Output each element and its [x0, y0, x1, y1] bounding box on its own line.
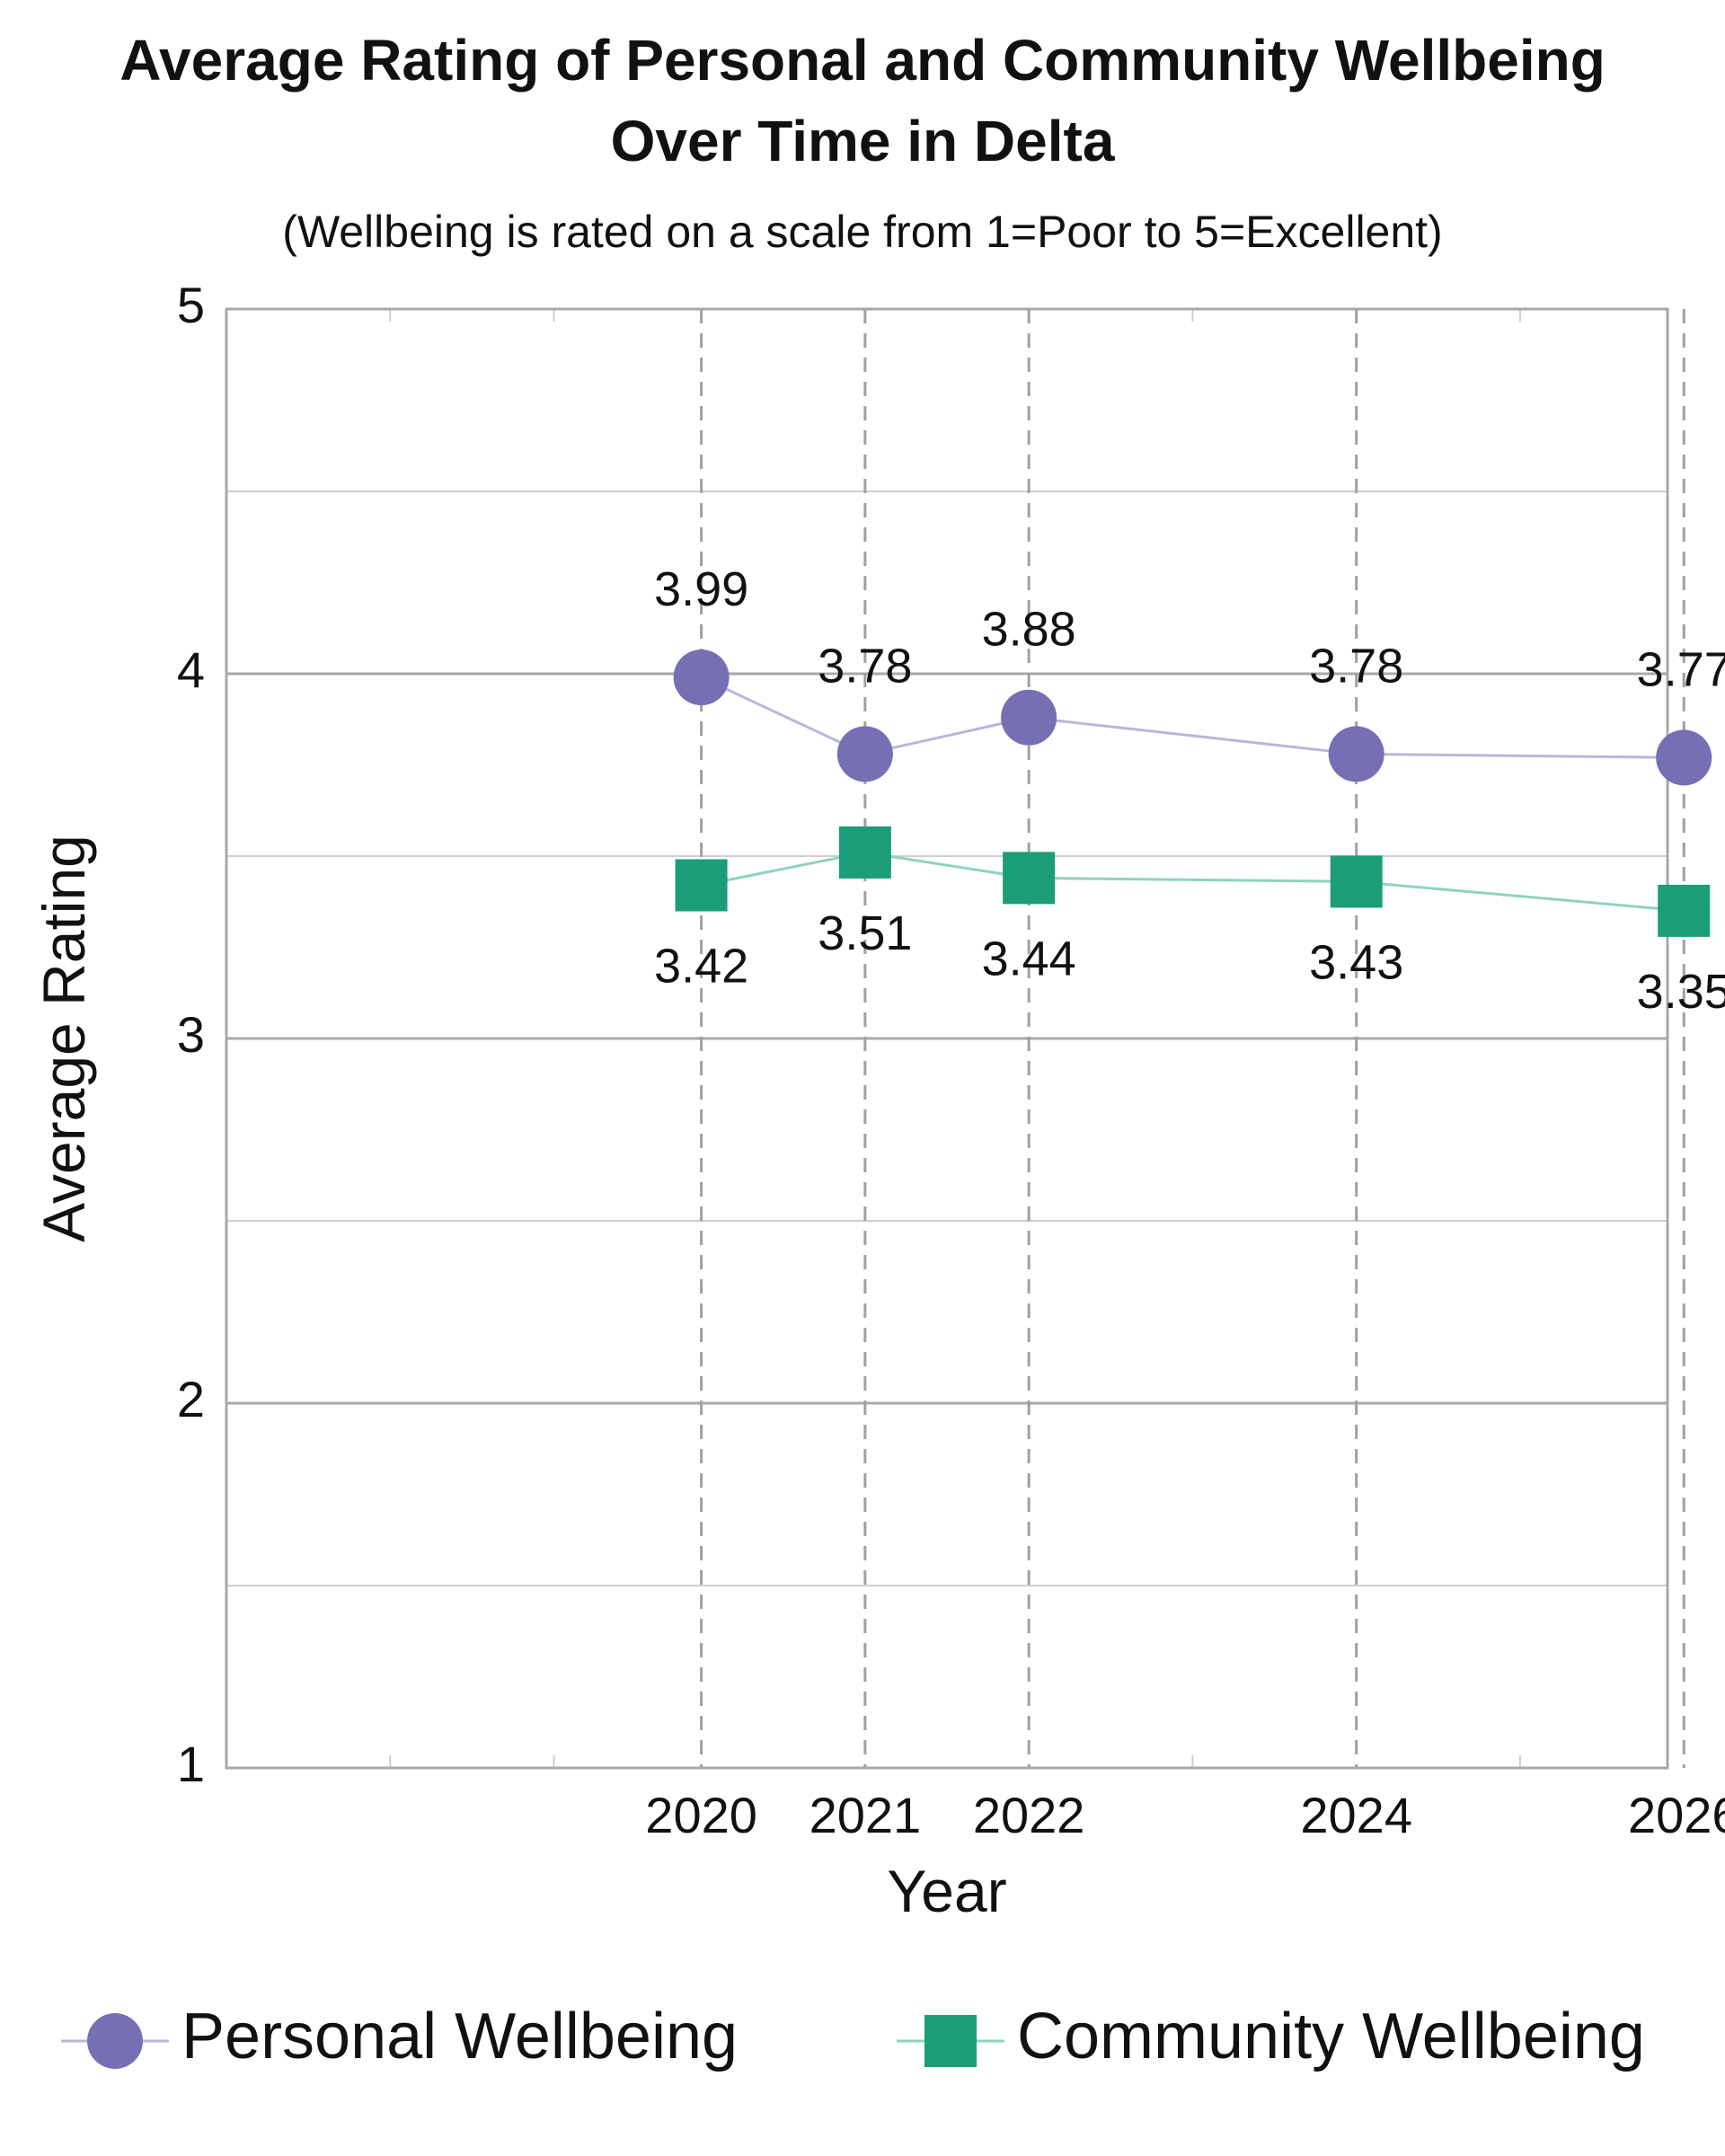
legend-label: Community Wellbeing: [1017, 2001, 1645, 2072]
series-community-wellbeing: 3.42 3.51 3.44 3.43 3.35: [654, 826, 1725, 1019]
x-axis-ticks: 2020 2021 2022 2024 2026: [645, 1787, 1725, 1843]
x-axis-title: Year: [887, 1858, 1006, 1924]
y-tick-label: 4: [177, 641, 205, 698]
data-label: 3.77: [1637, 642, 1725, 696]
chart-title: Average Rating of Personal and Community…: [0, 20, 1725, 181]
legend-item-personal-wellbeing: Personal Wellbeing: [61, 2001, 738, 2072]
data-label: 3.78: [1309, 639, 1403, 693]
data-label: 3.43: [1309, 935, 1403, 989]
legend-label: Personal Wellbeing: [181, 2001, 738, 2072]
legend: Personal Wellbeing Community Wellbeing: [61, 2001, 1645, 2072]
x-tick-label: 2022: [973, 1787, 1085, 1843]
data-point-square: [838, 826, 891, 879]
x-tick-label: 2021: [809, 1787, 922, 1843]
y-tick-label: 1: [177, 1736, 205, 1792]
data-point-circle: [1001, 689, 1057, 746]
data-label: 3.78: [818, 639, 912, 693]
plot-frame: [225, 307, 1669, 1770]
x-tick-label: 2024: [1300, 1787, 1412, 1843]
data-point-circle: [1656, 729, 1712, 786]
data-point-circle: [836, 726, 893, 782]
y-axis-ticks: 1 2 3 4 5: [177, 277, 205, 1792]
chart-title-line-1: Average Rating of Personal and Community…: [119, 28, 1606, 93]
data-label: 3.44: [982, 932, 1076, 985]
data-label: 3.88: [982, 603, 1076, 657]
chart-subtitle: (Wellbeing is rated on a scale from 1=Po…: [282, 207, 1443, 257]
y-tick-label: 2: [177, 1371, 205, 1427]
x-tick-label: 2020: [645, 1787, 757, 1843]
legend-square-swatch: [924, 2015, 977, 2067]
series-group: 3.99 3.78 3.88 3.78 3.77 3.42 3.51 3.44 3.43 3.35: [654, 562, 1725, 1019]
data-point-circle: [673, 649, 730, 706]
data-label: 3.51: [818, 906, 912, 960]
legend-circle-swatch: [87, 2013, 143, 2069]
chart-title-line-2: Over Time in Delta: [610, 109, 1115, 173]
data-point-square: [1330, 855, 1383, 908]
y-axis-title: Average Rating: [31, 835, 97, 1242]
data-label: 3.35: [1637, 965, 1725, 1019]
data-point-circle: [1328, 726, 1384, 782]
x-tick-label: 2026: [1628, 1787, 1725, 1843]
data-point-square: [1003, 852, 1056, 905]
data-label: 3.42: [654, 939, 748, 993]
data-point-square: [675, 859, 728, 912]
y-tick-label: 3: [177, 1006, 205, 1063]
data-label: 3.99: [654, 562, 748, 616]
y-tick-label: 5: [177, 277, 205, 333]
grid-lines: [226, 307, 1685, 1770]
series-personal-wellbeing: 3.99 3.78 3.88 3.78 3.77: [654, 562, 1725, 786]
legend-item-community-wellbeing: Community Wellbeing: [897, 2001, 1645, 2072]
data-point-square: [1658, 884, 1711, 937]
